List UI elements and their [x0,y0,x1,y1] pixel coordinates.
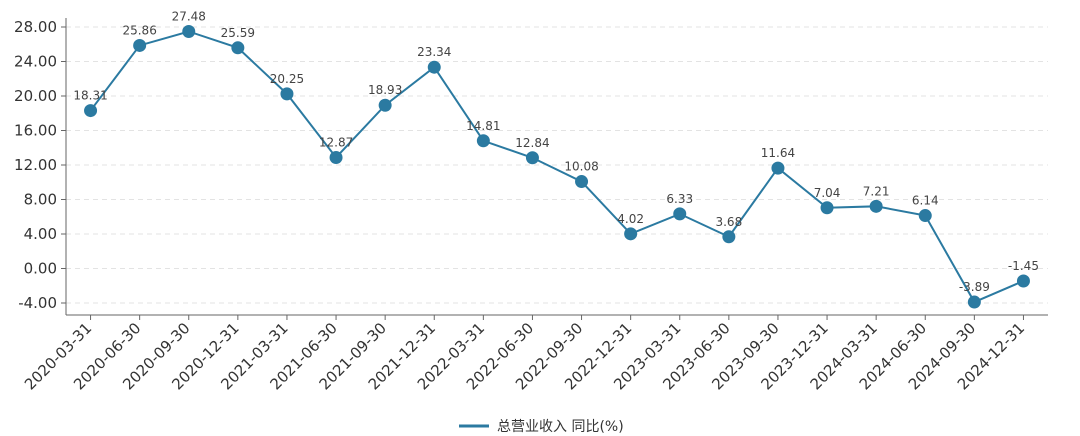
data-point[interactable] [722,230,736,244]
data-label: -3.89 [959,280,990,294]
data-point[interactable] [918,209,932,223]
data-point[interactable] [673,207,687,221]
data-point[interactable] [820,201,834,215]
series-layer [84,24,1030,309]
y-tick-label: 28.00 [14,18,57,36]
data-point[interactable] [624,227,638,241]
data-point[interactable] [771,161,785,175]
y-tick-label: 12.00 [14,156,57,174]
legend-label: 总营业收入 同比(%) [497,419,624,435]
data-label: 7.21 [863,184,890,198]
data-point[interactable] [133,38,147,52]
data-label: 27.48 [172,9,206,23]
y-tick-label: 20.00 [14,87,57,105]
data-point[interactable] [967,295,981,309]
data-label: 12.87 [319,135,353,149]
data-label: 20.25 [270,72,304,86]
data-point[interactable] [378,98,392,112]
y-tick-label: 0.00 [24,260,57,278]
data-point[interactable] [280,87,294,101]
data-label: 6.33 [666,192,693,206]
data-point[interactable] [329,150,343,164]
data-point[interactable] [869,199,883,213]
y-tick-label: 8.00 [24,191,57,209]
axes: 28.00 24.00 20.00 16.00 12.00 8.00 4.00 0.00 -4.… [14,18,1048,393]
data-point[interactable] [182,24,196,38]
data-point[interactable] [476,134,490,148]
data-point[interactable] [1016,274,1030,288]
data-labels: 18.31 25.86 27.48 25.59 20.25 12.87 18.93 23.34… [73,9,1039,294]
data-label: 14.81 [466,119,500,133]
data-point[interactable] [525,151,539,165]
data-label: 10.08 [564,160,598,174]
data-label: 25.59 [221,26,255,40]
data-label: 4.02 [617,212,644,226]
data-point[interactable] [231,41,245,55]
data-label: 3.68 [715,215,742,229]
data-point[interactable] [575,175,589,189]
data-label: 12.84 [515,136,549,150]
y-tick-label: 4.00 [24,225,57,243]
data-label: 18.31 [73,89,107,103]
data-label: 25.86 [122,23,156,37]
data-point[interactable] [427,60,441,74]
data-label: 11.64 [761,146,795,160]
data-label: 6.14 [912,194,939,208]
y-tick-label: -4.00 [18,294,57,312]
data-point[interactable] [84,104,98,118]
data-label: 7.04 [814,186,841,200]
legend[interactable]: 总营业收入 同比(%) [459,419,624,435]
data-label: -1.45 [1008,259,1039,273]
y-tick-label: 24.00 [14,53,57,71]
y-tick-label: 16.00 [14,122,57,140]
series-line [89,30,1024,304]
grid-lines [66,26,1048,304]
data-label: 23.34 [417,45,451,59]
data-label: 18.93 [368,83,402,97]
